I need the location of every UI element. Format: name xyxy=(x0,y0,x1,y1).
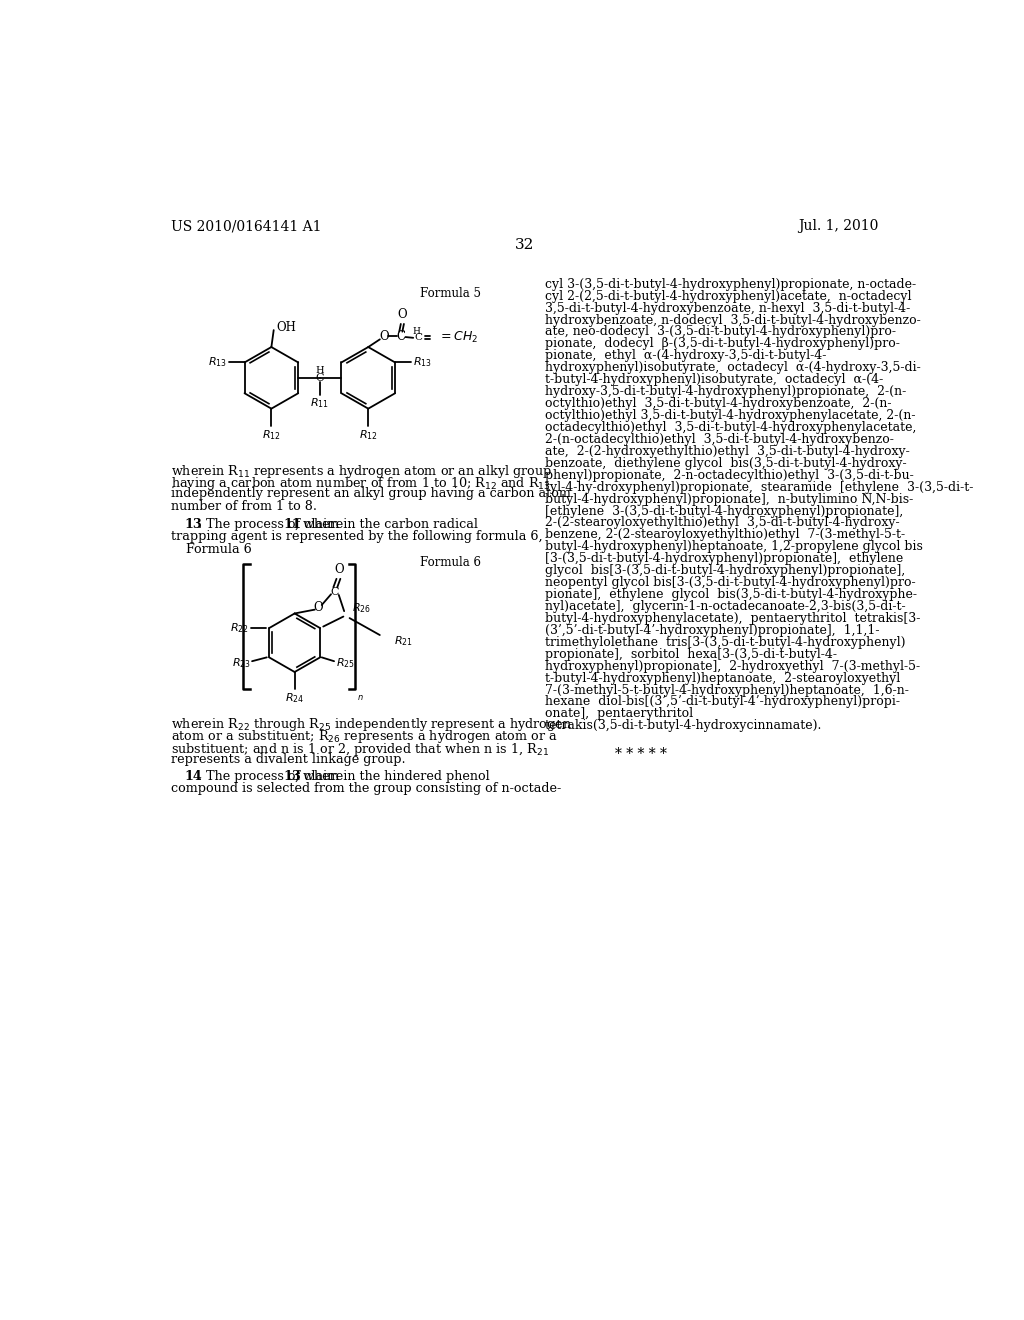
Text: 32: 32 xyxy=(515,238,535,252)
Text: C: C xyxy=(415,334,423,342)
Text: 13: 13 xyxy=(184,517,203,531)
Text: $R_{12}$: $R_{12}$ xyxy=(262,428,281,442)
Text: $R_{23}$: $R_{23}$ xyxy=(231,656,251,671)
Text: wherein R$_{11}$ represents a hydrogen atom or an alkyl group: wherein R$_{11}$ represents a hydrogen a… xyxy=(171,462,552,479)
Text: represents a divalent linkage group.: represents a divalent linkage group. xyxy=(171,752,406,766)
Text: octylthio)ethyl 3,5-di-t-butyl-4-hydroxyphenylacetate, 2-(n-: octylthio)ethyl 3,5-di-t-butyl-4-hydroxy… xyxy=(545,409,915,422)
Text: $R_{25}$: $R_{25}$ xyxy=(336,656,354,669)
Text: Formula 5: Formula 5 xyxy=(421,286,481,300)
Text: Jul. 1, 2010: Jul. 1, 2010 xyxy=(798,219,879,234)
Text: 14: 14 xyxy=(184,770,203,783)
Text: 2-(2-stearoyloxyethylthio)ethyl  3,5-di-t-butyl-4-hydroxy-: 2-(2-stearoyloxyethylthio)ethyl 3,5-di-t… xyxy=(545,516,899,529)
Text: C: C xyxy=(396,330,406,343)
Text: $R_{13}$: $R_{13}$ xyxy=(208,355,226,370)
Text: butyl-4-hydroxyphenyl)heptanoate, 1,2-propylene glycol bis: butyl-4-hydroxyphenyl)heptanoate, 1,2-pr… xyxy=(545,540,923,553)
Text: glycol  bis[3-(3,5-di-t-butyl-4-hydroxyphenyl)propionate],: glycol bis[3-(3,5-di-t-butyl-4-hydroxyph… xyxy=(545,564,905,577)
Text: $R_{26}$: $R_{26}$ xyxy=(352,601,371,615)
Text: number of from 1 to 8.: number of from 1 to 8. xyxy=(171,499,316,512)
Text: tetrakis(3,5-di-t-butyl-4-hydroxycinnamate).: tetrakis(3,5-di-t-butyl-4-hydroxycinnama… xyxy=(545,719,822,733)
Text: octylthio)ethyl  3,5-di-t-butyl-4-hydroxybenzoate,  2-(n-: octylthio)ethyl 3,5-di-t-butyl-4-hydroxy… xyxy=(545,397,892,411)
Text: phenyl)propionate,  2-n-octadecylthio)ethyl  3-(3,5-di-t-bu-: phenyl)propionate, 2-n-octadecylthio)eth… xyxy=(545,469,913,482)
Text: * * * * *: * * * * * xyxy=(614,747,667,760)
Text: 7-(3-methyl-5-t-butyl-4-hydroxyphenyl)heptanoate,  1,6-n-: 7-(3-methyl-5-t-butyl-4-hydroxyphenyl)he… xyxy=(545,684,909,697)
Text: 13: 13 xyxy=(283,770,301,783)
Text: $R_{11}$: $R_{11}$ xyxy=(310,396,330,411)
Text: $R_{13}$: $R_{13}$ xyxy=(413,355,432,370)
Text: hydroxy-3,5-di-t-butyl-4-hydroxyphenyl)propionate,  2-(n-: hydroxy-3,5-di-t-butyl-4-hydroxyphenyl)p… xyxy=(545,385,906,399)
Text: ate, neo-dodecyl  3-(3,5-di-t-butyl-4-hydroxyphenyl)pro-: ate, neo-dodecyl 3-(3,5-di-t-butyl-4-hyd… xyxy=(545,326,896,338)
Text: wherein R$_{22}$ through R$_{25}$ independently represent a hydrogen: wherein R$_{22}$ through R$_{25}$ indepe… xyxy=(171,715,571,733)
Text: . The process of claim: . The process of claim xyxy=(198,517,343,531)
Text: independently represent an alkyl group having a carbon atom: independently represent an alkyl group h… xyxy=(171,487,570,500)
Text: nyl)acetate],  glycerin-1-n-octadecanoate-2,3-bis(3,5-di-t-: nyl)acetate], glycerin-1-n-octadecanoate… xyxy=(545,601,905,612)
Text: onate],  pentaerythritol: onate], pentaerythritol xyxy=(545,708,693,721)
Text: tyl-4-hy-droxyphenyl)propionate,  stearamide  [ethylene  3-(3,5-di-t-: tyl-4-hy-droxyphenyl)propionate, stearam… xyxy=(545,480,974,494)
Text: C: C xyxy=(315,372,324,383)
Text: trimethylolethane  tris[3-(3,5-di-t-butyl-4-hydroxyphenyl): trimethylolethane tris[3-(3,5-di-t-butyl… xyxy=(545,636,905,649)
Text: cyl 3-(3,5-di-t-butyl-4-hydroxyphenyl)propionate, n-octade-: cyl 3-(3,5-di-t-butyl-4-hydroxyphenyl)pr… xyxy=(545,277,916,290)
Text: O: O xyxy=(313,601,323,614)
Text: benzene, 2-(2-stearoyloxyethylthio)ethyl  7-(3-methyl-5-t-: benzene, 2-(2-stearoyloxyethylthio)ethyl… xyxy=(545,528,905,541)
Text: . The process of claim: . The process of claim xyxy=(198,770,343,783)
Text: neopentyl glycol bis[3-(3,5-di-t-butyl-4-hydroxyphenyl)pro-: neopentyl glycol bis[3-(3,5-di-t-butyl-4… xyxy=(545,576,915,589)
Text: butyl-4-hydroxyphenyl)propionate],  n-butylimino N,N-bis-: butyl-4-hydroxyphenyl)propionate], n-but… xyxy=(545,492,913,506)
Text: $R_{21}$: $R_{21}$ xyxy=(394,635,413,648)
Text: O: O xyxy=(397,308,408,321)
Text: propionate],  sorbitol  hexa[3-(3,5-di-t-butyl-4-: propionate], sorbitol hexa[3-(3,5-di-t-b… xyxy=(545,648,837,661)
Text: having a carbon atom number of from 1 to 10; R$_{12}$ and R$_{13}$: having a carbon atom number of from 1 to… xyxy=(171,475,550,492)
Text: H: H xyxy=(315,367,325,375)
Text: O: O xyxy=(334,564,344,576)
Text: pionate],  ethylene  glycol  bis(3,5-di-t-butyl-4-hydroxyphe-: pionate], ethylene glycol bis(3,5-di-t-b… xyxy=(545,589,916,601)
Text: trapping agent is represented by the following formula 6,: trapping agent is represented by the fol… xyxy=(171,531,543,544)
Text: US 2010/0164141 A1: US 2010/0164141 A1 xyxy=(171,219,322,234)
Text: , wherein the carbon radical: , wherein the carbon radical xyxy=(295,517,477,531)
Text: hydroxybenzoate, n-dodecyl  3,5-di-t-butyl-4-hydroxybenzo-: hydroxybenzoate, n-dodecyl 3,5-di-t-buty… xyxy=(545,314,921,326)
Text: $_n$: $_n$ xyxy=(356,690,364,704)
Text: (3’,5’-di-t-butyl-4’-hydroxyphenyl)propionate],  1,1,1-: (3’,5’-di-t-butyl-4’-hydroxyphenyl)propi… xyxy=(545,624,880,636)
Text: hydroxyphenyl)isobutyrate,  octadecyl  α-(4-hydroxy-3,5-di-: hydroxyphenyl)isobutyrate, octadecyl α-(… xyxy=(545,362,921,375)
Text: butyl-4-hydroxyphenylacetate),  pentaerythritol  tetrakis[3-: butyl-4-hydroxyphenylacetate), pentaeryt… xyxy=(545,612,921,624)
Text: C: C xyxy=(331,587,339,597)
Text: atom or a substituent; R$_{26}$ represents a hydrogen atom or a: atom or a substituent; R$_{26}$ represen… xyxy=(171,729,557,746)
Text: [ethylene  3-(3,5-di-t-butyl-4-hydroxyphenyl)propionate],: [ethylene 3-(3,5-di-t-butyl-4-hydroxyphe… xyxy=(545,504,903,517)
Text: 3,5-di-t-butyl-4-hydroxybenzoate, n-hexyl  3,5-di-t-butyl-4-: 3,5-di-t-butyl-4-hydroxybenzoate, n-hexy… xyxy=(545,302,910,314)
Text: pionate,  ethyl  α-(4-hydroxy-3,5-di-t-butyl-4-: pionate, ethyl α-(4-hydroxy-3,5-di-t-but… xyxy=(545,350,826,363)
Text: substituent; and n is 1 or 2, provided that when n is 1, R$_{21}$: substituent; and n is 1 or 2, provided t… xyxy=(171,741,549,758)
Text: 11: 11 xyxy=(283,517,301,531)
Text: cyl 2-(2,5-di-t-butyl-4-hydroxyphenyl)acetate,  n-octadecyl: cyl 2-(2,5-di-t-butyl-4-hydroxyphenyl)ac… xyxy=(545,289,911,302)
Text: ate,  2-(2-hydroxyethylthio)ethyl  3,5-di-t-butyl-4-hydroxy-: ate, 2-(2-hydroxyethylthio)ethyl 3,5-di-… xyxy=(545,445,909,458)
Text: Formula 6: Formula 6 xyxy=(186,543,252,556)
Text: $R_{24}$: $R_{24}$ xyxy=(285,692,304,705)
Text: , wherein the hindered phenol: , wherein the hindered phenol xyxy=(295,770,489,783)
Text: hydroxyphenyl)propionate],  2-hydroxyethyl  7-(3-methyl-5-: hydroxyphenyl)propionate], 2-hydroxyethy… xyxy=(545,660,921,673)
Text: t-butyl-4-hydroxyphenyl)isobutyrate,  octadecyl  α-(4-: t-butyl-4-hydroxyphenyl)isobutyrate, oct… xyxy=(545,374,883,387)
Text: O: O xyxy=(379,330,388,343)
Text: octadecylthio)ethyl  3,5-di-t-butyl-4-hydroxyphenylacetate,: octadecylthio)ethyl 3,5-di-t-butyl-4-hyd… xyxy=(545,421,916,434)
Text: Formula 6: Formula 6 xyxy=(421,556,481,569)
Text: 2-(n-octadecylthio)ethyl  3,5-di-t-butyl-4-hydroxybenzo-: 2-(n-octadecylthio)ethyl 3,5-di-t-butyl-… xyxy=(545,433,894,446)
Text: pionate,  dodecyl  β-(3,5-di-t-butyl-4-hydroxyphenyl)pro-: pionate, dodecyl β-(3,5-di-t-butyl-4-hyd… xyxy=(545,338,900,350)
Text: OH: OH xyxy=(276,321,297,334)
Text: compound is selected from the group consisting of n-octade-: compound is selected from the group cons… xyxy=(171,781,561,795)
Text: hexane  diol-bis[(3’,5’-di-t-butyl-4’-hydroxyphenyl)propi-: hexane diol-bis[(3’,5’-di-t-butyl-4’-hyd… xyxy=(545,696,900,709)
Text: t-butyl-4-hydroxyphenyl)heptanoate,  2-stearoyloxyethyl: t-butyl-4-hydroxyphenyl)heptanoate, 2-st… xyxy=(545,672,900,685)
Text: H: H xyxy=(413,327,420,337)
Text: [3-(3,5-di-t-butyl-4-hydroxyphenyl)propionate],  ethylene: [3-(3,5-di-t-butyl-4-hydroxyphenyl)propi… xyxy=(545,552,903,565)
Text: $=CH_2$: $=CH_2$ xyxy=(438,330,478,346)
Text: $R_{22}$: $R_{22}$ xyxy=(230,622,249,635)
Text: benzoate,  diethylene glycol  bis(3,5-di-t-butyl-4-hydroxy-: benzoate, diethylene glycol bis(3,5-di-t… xyxy=(545,457,906,470)
Text: $R_{12}$: $R_{12}$ xyxy=(358,428,378,442)
